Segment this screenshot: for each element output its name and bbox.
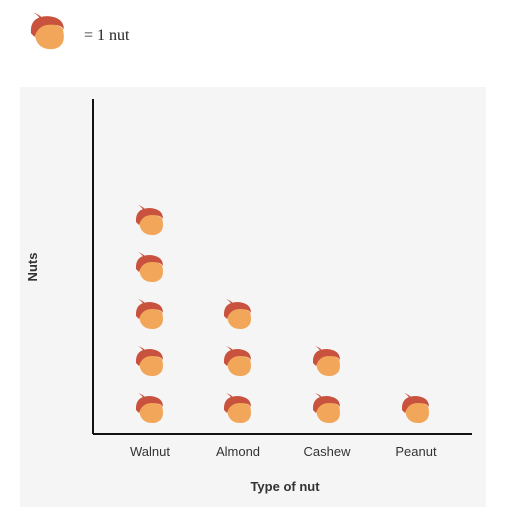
acorn-icon-walnut-5 (135, 205, 163, 236)
acorn-icon-almond-1 (223, 393, 251, 424)
x-tick-label-cashew: Cashew (304, 444, 352, 459)
pictograph-chart: Nuts Type of nut Walnut Almond Cashew Peanu… (25, 99, 472, 494)
acorn-icon-walnut-4 (135, 252, 163, 283)
acorn-icon-cashew-1 (312, 393, 340, 424)
chart-panel: Nuts Type of nut Walnut Almond Cashew Peanu… (20, 87, 486, 507)
acorn-icon (30, 12, 64, 50)
x-axis-title: Type of nut (250, 479, 320, 494)
y-axis-title: Nuts (25, 253, 40, 282)
acorn-icon-walnut-2 (135, 346, 163, 377)
acorn-icon-almond-3 (223, 299, 251, 330)
x-tick-label-walnut: Walnut (130, 444, 170, 459)
acorn-icon-almond-2 (223, 346, 251, 377)
legend-text: = 1 nut (84, 27, 130, 44)
x-tick-label-peanut: Peanut (395, 444, 437, 459)
legend: = 1 nut (26, 10, 226, 54)
acorn-icon-walnut-3 (135, 299, 163, 330)
x-tick-label-almond: Almond (216, 444, 260, 459)
acorn-icon-cashew-2 (312, 346, 340, 377)
acorn-icon-walnut-1 (135, 393, 163, 424)
acorn-icon-peanut-1 (401, 393, 429, 424)
